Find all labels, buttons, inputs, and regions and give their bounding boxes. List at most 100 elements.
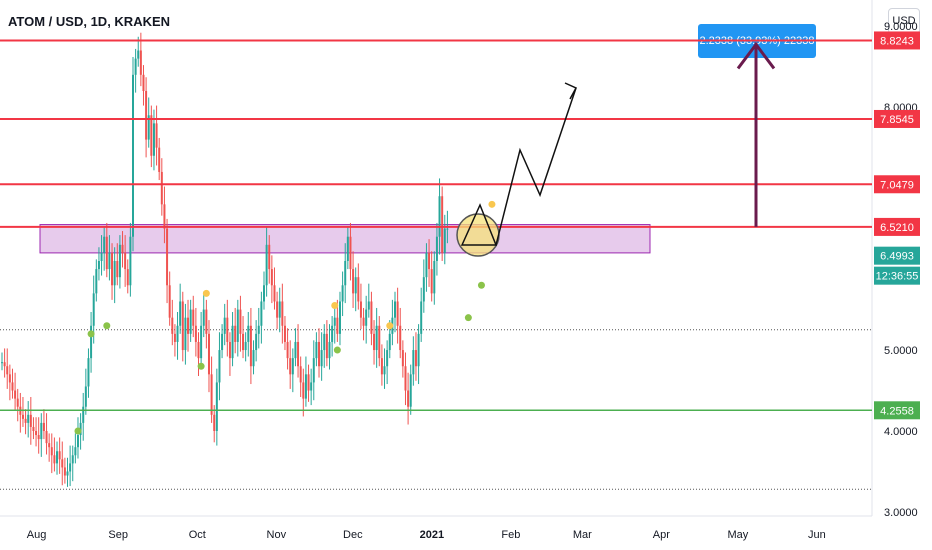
level-price-tag-0 xyxy=(874,31,920,50)
candle-body xyxy=(66,471,69,476)
candle-body xyxy=(139,50,142,75)
candle-body xyxy=(134,58,137,75)
candle-body xyxy=(71,455,74,464)
candle-body xyxy=(218,350,221,383)
signal-dot xyxy=(331,302,339,310)
candle-body xyxy=(352,269,355,294)
candle-body xyxy=(82,406,85,423)
candle-body xyxy=(428,252,431,270)
signal-dot xyxy=(74,427,82,435)
y-tick-label: 4.0000 xyxy=(884,426,918,438)
candle-body xyxy=(304,374,307,399)
countdown-tag xyxy=(874,266,920,285)
candle-body xyxy=(160,171,163,205)
candle-body xyxy=(414,350,417,367)
candle-body xyxy=(50,447,53,456)
candle-body xyxy=(74,447,77,456)
candle-body xyxy=(3,362,6,367)
signal-dot xyxy=(87,330,95,338)
candle-body xyxy=(69,463,72,472)
candle-body xyxy=(8,374,11,383)
candle-body xyxy=(173,333,176,342)
candle-body xyxy=(210,374,213,415)
signal-dot xyxy=(197,362,205,370)
x-tick-label: Nov xyxy=(267,529,287,541)
candle-body xyxy=(367,301,370,310)
candle-body xyxy=(438,196,441,237)
candle-body xyxy=(137,50,140,59)
candle-body xyxy=(97,261,100,270)
candle-body xyxy=(239,309,242,334)
candle-body xyxy=(45,431,48,444)
candle-body xyxy=(236,309,239,342)
candle-body xyxy=(129,236,132,286)
candle-body xyxy=(16,398,19,407)
y-tick-label: 5.0000 xyxy=(884,345,918,357)
candle-body xyxy=(166,228,169,286)
candle-body xyxy=(192,309,195,326)
candle-body xyxy=(349,236,352,270)
candle-body xyxy=(435,236,438,261)
candle-body xyxy=(116,261,119,278)
x-tick-label: Apr xyxy=(653,529,670,541)
y-tick-label: 3.0000 xyxy=(884,507,918,519)
candle-body xyxy=(103,236,106,253)
signal-dot xyxy=(103,322,111,330)
candle-body xyxy=(331,325,334,342)
last-price-label: 6.4993 xyxy=(880,251,914,263)
signal-dot xyxy=(488,200,496,208)
candle-body xyxy=(61,459,64,468)
candle-body xyxy=(231,325,234,359)
candle-body xyxy=(29,414,32,427)
candle-body xyxy=(341,285,344,302)
level-price-label-3: 6.5210 xyxy=(880,222,914,234)
candle-body xyxy=(58,451,61,460)
candle-body xyxy=(207,333,210,375)
x-tick-label: Oct xyxy=(189,529,206,541)
candle-body xyxy=(291,358,294,375)
candle-body xyxy=(202,309,205,326)
candle-body xyxy=(278,301,281,318)
candle-body xyxy=(147,115,150,140)
candle-body xyxy=(294,341,297,359)
candle-body xyxy=(388,333,391,351)
candle-body xyxy=(380,358,383,375)
candle-body xyxy=(328,341,331,359)
candle-body xyxy=(155,123,158,148)
candle-body xyxy=(325,333,328,359)
candle-body xyxy=(373,333,376,351)
y-tick-label: 9.0000 xyxy=(884,21,918,33)
candle-body xyxy=(307,374,310,391)
candle-body xyxy=(268,244,271,270)
candle-body xyxy=(283,325,286,342)
x-tick-label: Dec xyxy=(343,529,363,541)
candle-body xyxy=(333,317,336,326)
candle-body xyxy=(383,366,386,375)
candle-body xyxy=(396,301,399,326)
candle-body xyxy=(184,317,187,351)
candle-body xyxy=(40,422,43,440)
candle-body xyxy=(336,317,339,334)
candle-body xyxy=(63,467,66,476)
candle-body xyxy=(90,325,93,359)
candle-body xyxy=(312,358,315,383)
candle-body xyxy=(213,414,216,431)
level-price-tag-1 xyxy=(874,109,920,128)
candle-body xyxy=(181,301,184,351)
candle-body xyxy=(425,252,428,278)
candle-body xyxy=(359,301,362,318)
candle-body xyxy=(215,382,218,431)
candle-body xyxy=(152,123,155,156)
projection-path xyxy=(495,87,577,246)
candle-body xyxy=(95,269,98,294)
candle-body xyxy=(433,261,436,294)
candle-body xyxy=(197,341,200,359)
x-tick-label: Jun xyxy=(808,529,826,541)
candle-body xyxy=(194,325,197,342)
candle-body xyxy=(111,252,114,286)
candle-body xyxy=(346,236,349,261)
candle-body xyxy=(276,301,279,318)
candle-body xyxy=(417,333,420,367)
